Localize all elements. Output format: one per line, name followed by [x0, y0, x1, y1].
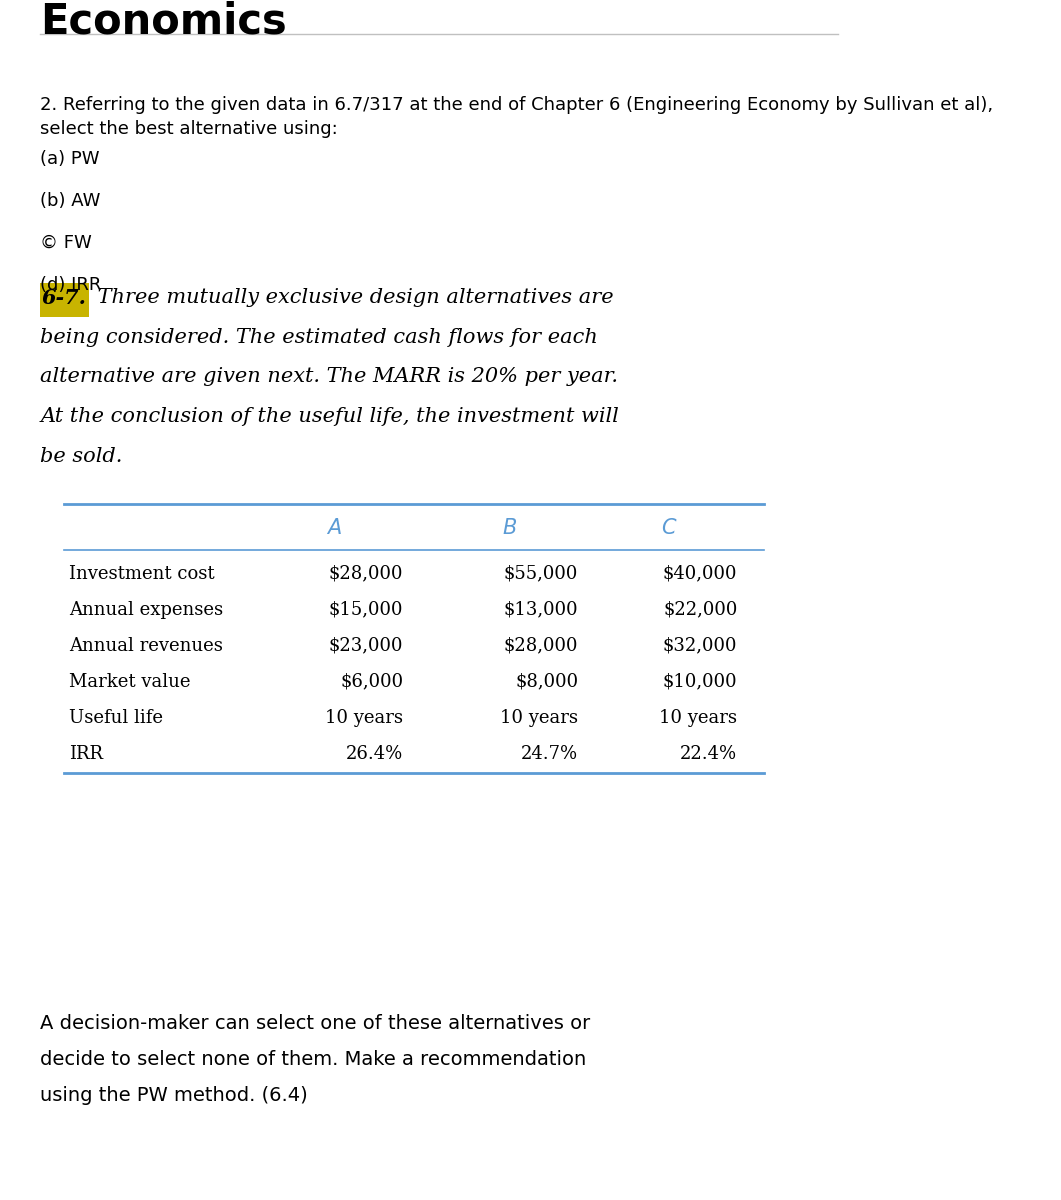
Text: A decision-maker can select one of these alternatives or: A decision-maker can select one of these… — [40, 1014, 591, 1033]
Text: $10,000: $10,000 — [663, 672, 737, 690]
Text: Economics: Economics — [40, 0, 288, 42]
Text: $28,000: $28,000 — [504, 636, 578, 655]
Text: © FW: © FW — [40, 234, 92, 252]
Text: (d) IRR: (d) IRR — [40, 276, 102, 294]
Text: using the PW method. (6.4): using the PW method. (6.4) — [40, 1086, 308, 1105]
Text: IRR: IRR — [69, 744, 103, 763]
Text: $22,000: $22,000 — [663, 600, 737, 619]
Text: $32,000: $32,000 — [663, 636, 737, 655]
Text: Annual expenses: Annual expenses — [69, 600, 223, 619]
Text: Three mutually exclusive design alternatives are: Three mutually exclusive design alternat… — [91, 288, 614, 307]
Text: 10 years: 10 years — [659, 708, 737, 726]
Text: Annual revenues: Annual revenues — [69, 636, 223, 655]
Text: $8,000: $8,000 — [516, 672, 578, 690]
Text: alternative are given next. The MARR is 20% per year.: alternative are given next. The MARR is … — [40, 367, 619, 386]
Text: 10 years: 10 years — [325, 708, 403, 726]
Text: 2. Referring to the given data in 6.7/317 at the end of Chapter 6 (Engineering E: 2. Referring to the given data in 6.7/31… — [40, 96, 993, 114]
Text: 24.7%: 24.7% — [521, 744, 578, 763]
Text: (b) AW: (b) AW — [40, 192, 101, 210]
Text: decide to select none of them. Make a recommendation: decide to select none of them. Make a re… — [40, 1050, 587, 1069]
Text: C: C — [661, 518, 676, 538]
Text: (a) PW: (a) PW — [40, 150, 100, 168]
Text: 6-7.: 6-7. — [41, 288, 86, 307]
Text: 22.4%: 22.4% — [680, 744, 737, 763]
Text: B: B — [502, 518, 517, 538]
Text: 10 years: 10 years — [500, 708, 578, 726]
Text: being considered. The estimated cash flows for each: being considered. The estimated cash flo… — [40, 328, 598, 347]
Text: At the conclusion of the useful life, the investment will: At the conclusion of the useful life, th… — [40, 407, 619, 426]
Text: $28,000: $28,000 — [329, 565, 403, 582]
Text: be sold.: be sold. — [40, 446, 123, 466]
Text: select the best alternative using:: select the best alternative using: — [40, 120, 338, 138]
Text: 26.4%: 26.4% — [346, 744, 403, 763]
Text: Investment cost: Investment cost — [69, 565, 214, 582]
FancyBboxPatch shape — [40, 283, 89, 317]
Text: Market value: Market value — [69, 672, 191, 690]
Text: $55,000: $55,000 — [504, 565, 578, 582]
Text: $40,000: $40,000 — [663, 565, 737, 582]
Text: A: A — [327, 518, 342, 538]
Text: $15,000: $15,000 — [329, 600, 403, 619]
Text: $6,000: $6,000 — [341, 672, 403, 690]
Text: Useful life: Useful life — [69, 708, 163, 726]
Text: $23,000: $23,000 — [329, 636, 403, 655]
Text: $13,000: $13,000 — [504, 600, 578, 619]
